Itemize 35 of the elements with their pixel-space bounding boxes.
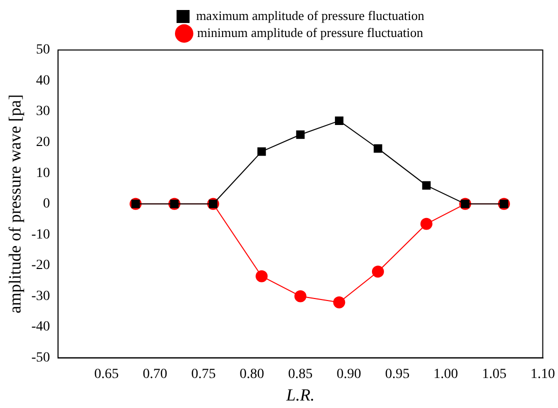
x-tick-label: 0.90 [336,366,362,382]
y-tick-label: 0 [43,196,50,212]
point [333,296,346,308]
x-tick-label: 0.85 [288,366,313,382]
y-tick-label: -20 [31,258,50,274]
y-tick-label: 30 [36,104,50,120]
legend-label: maximum amplitude of pressure fluctuation [196,8,425,23]
point [374,144,382,153]
y-tick-label: 50 [36,42,50,58]
x-tick-label: 0.80 [240,366,264,382]
legend-label: minimum amplitude of pressure fluctuation [197,24,424,40]
point [257,147,266,156]
y-tick-label: 10 [36,166,50,181]
point [422,181,431,190]
y-tick-label: -50 [31,350,50,366]
x-tick-label: 1.05 [482,366,507,382]
x-tick-label: 1.00 [434,366,458,382]
point [372,266,384,278]
point [294,290,306,302]
point [420,218,432,230]
x-tick-label: 0.95 [385,366,410,382]
x-tick-label: 0.75 [191,366,216,382]
point [256,270,268,282]
y-tick-label: -30 [31,288,50,304]
y-axis-title: amplitude of pressure wave [pa] [6,94,25,314]
y-tick-label: 20 [36,135,50,150]
y-tick-label: -40 [31,320,50,335]
y-tick-label: -10 [31,227,50,242]
y-tick-label: 40 [36,73,50,88]
x-tick-label: 1.10 [530,366,555,382]
x-axis-title: L.R. [285,385,315,404]
point [296,130,305,139]
point [334,116,344,126]
x-tick-label: 0.65 [94,366,119,382]
x-tick-label: 0.70 [142,366,168,382]
